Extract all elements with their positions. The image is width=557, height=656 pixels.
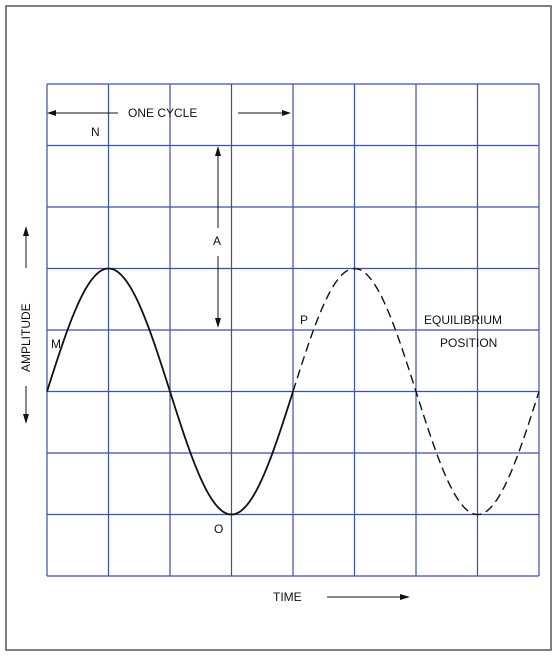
amplitude-a-arrow: A (213, 146, 221, 328)
time-label: TIME (273, 590, 302, 604)
a-arrow-down-head (215, 318, 221, 328)
amplitude-axis-label: AMPLITUDE (19, 226, 33, 424)
wave-first-cycle-solid (46, 267, 294, 516)
one-cycle-right-arrowhead (282, 110, 291, 116)
a-arrow-up-head (215, 146, 221, 156)
wave-group (46, 267, 540, 516)
point-n-label: N (91, 125, 100, 139)
a-label: A (213, 234, 221, 248)
equilibrium-label-line2: POSITION (440, 336, 497, 350)
one-cycle-label: ONE CYCLE (128, 106, 197, 120)
equilibrium-label-line1: EQUILIBRIUM (424, 313, 502, 327)
one-cycle-left-arrowhead (47, 110, 56, 116)
point-m-label: M (51, 337, 61, 351)
amplitude-up-arrowhead (23, 226, 29, 236)
point-o-label: O (214, 522, 223, 536)
one-cycle-marker: ONE CYCLE (47, 106, 291, 120)
time-axis-label: TIME (273, 590, 410, 604)
outer-frame (5, 5, 552, 651)
point-p-label: P (300, 313, 308, 327)
time-arrowhead (400, 594, 410, 600)
grid (46, 83, 540, 577)
amplitude-label: AMPLITUDE (19, 303, 33, 372)
amplitude-down-arrowhead (23, 414, 29, 424)
wave-second-cycle-dashed (292, 267, 540, 516)
